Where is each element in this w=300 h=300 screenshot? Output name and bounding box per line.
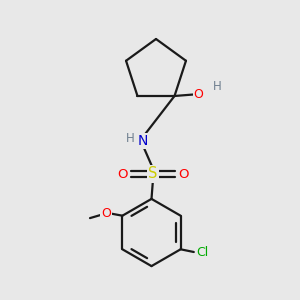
Text: O: O [178, 167, 189, 181]
Text: H: H [125, 132, 134, 145]
Text: Cl: Cl [196, 246, 208, 260]
Text: N: N [137, 134, 148, 148]
Text: H: H [213, 80, 222, 93]
Text: O: O [101, 207, 111, 220]
Text: O: O [117, 167, 128, 181]
Text: S: S [148, 167, 158, 182]
Text: O: O [194, 88, 203, 101]
